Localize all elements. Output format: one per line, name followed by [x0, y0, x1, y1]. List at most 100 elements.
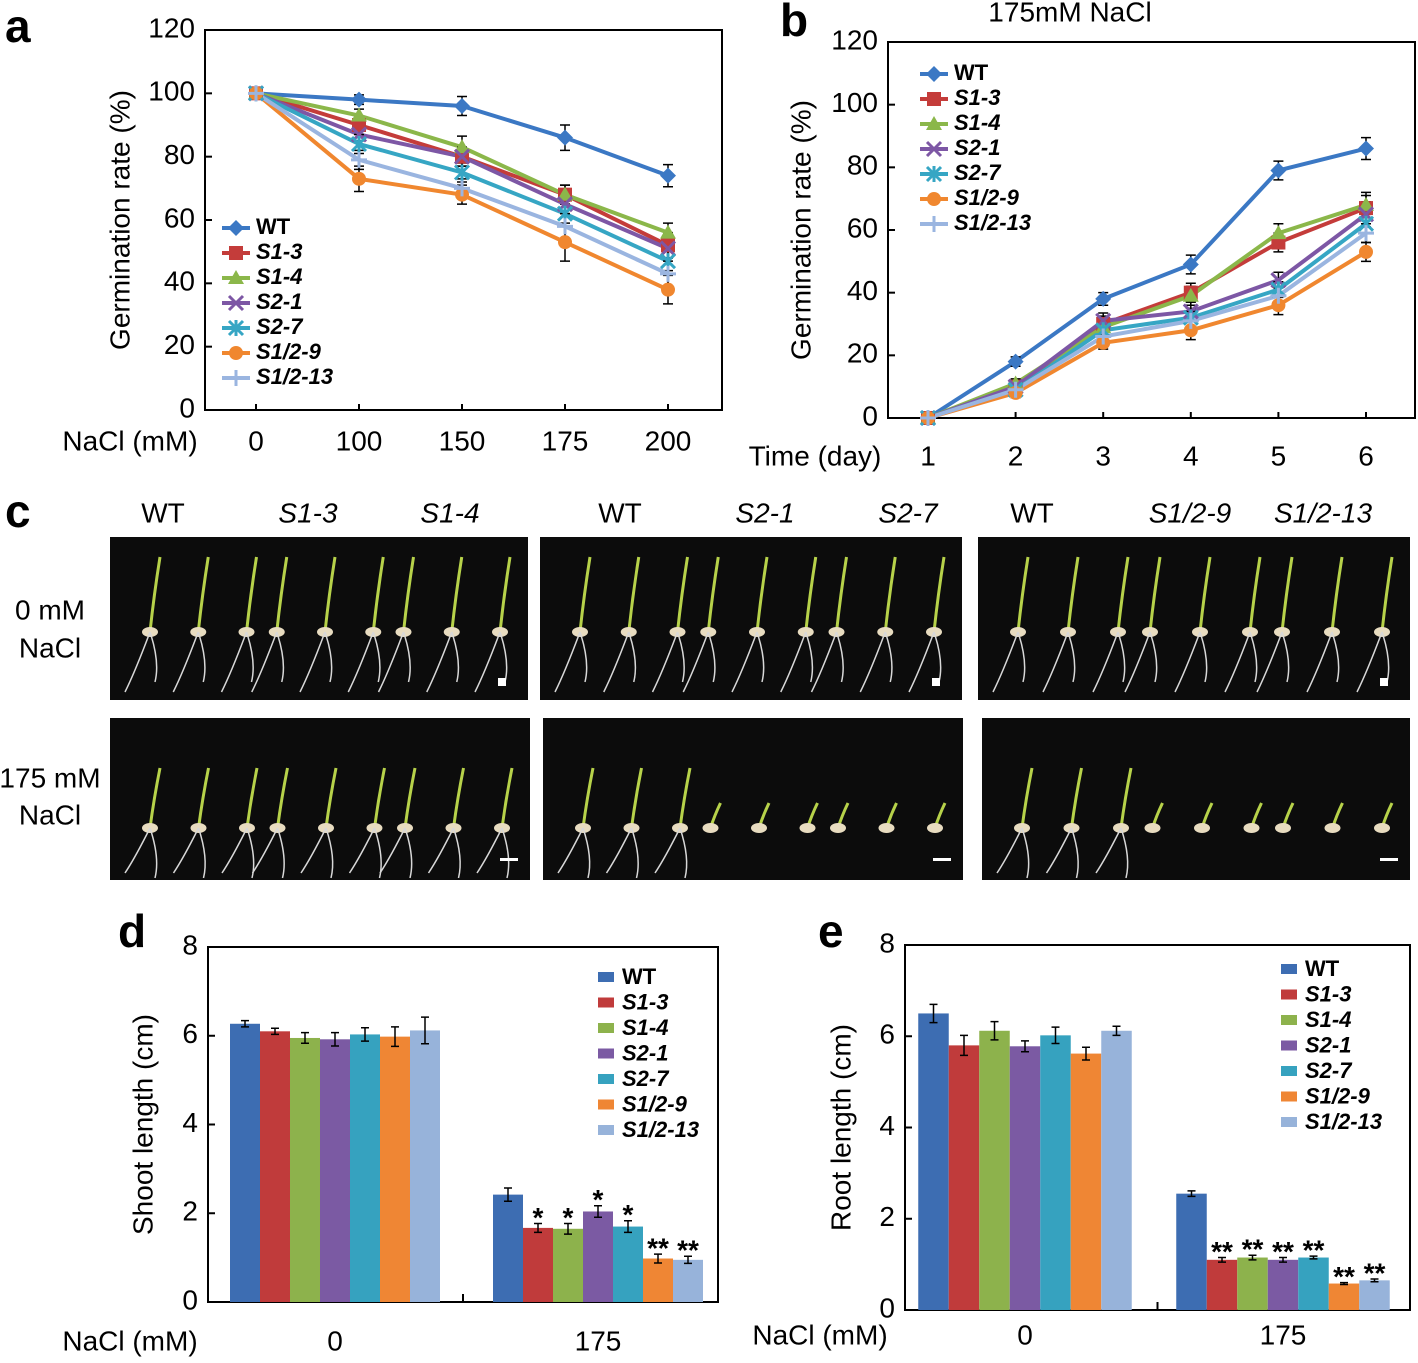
- x-tick-label: 4: [1183, 440, 1199, 471]
- error-bar: [241, 1019, 249, 1028]
- error-bar: [624, 1220, 632, 1234]
- seedling-shoot: [1380, 556, 1394, 633]
- y-axis-label: Germination rate (%): [785, 100, 816, 360]
- bar: [290, 1037, 320, 1302]
- legend-swatch: [1281, 964, 1297, 974]
- error-bar: [1279, 1256, 1287, 1263]
- bar: [523, 1227, 553, 1302]
- seedling-shoot: [324, 767, 338, 829]
- marker: [1358, 225, 1374, 242]
- seedling-root: [1095, 827, 1129, 879]
- legend-swatch: [598, 972, 614, 982]
- bar: [643, 1258, 673, 1302]
- panel-letter: b: [780, 0, 808, 46]
- y-axis-label: Germination rate (%): [104, 90, 135, 350]
- legend-label: S1-3: [622, 989, 668, 1014]
- x-axis-label: NaCl (mM): [752, 1319, 887, 1350]
- legend-label: S1-3: [1305, 981, 1351, 1006]
- x-tick-label: 150: [439, 425, 486, 456]
- y-tick-label: 80: [164, 139, 195, 170]
- y-tick-label: 120: [831, 24, 878, 55]
- bar: [320, 1039, 350, 1302]
- legend-label: S2-7: [1305, 1058, 1353, 1083]
- marker: [1358, 140, 1374, 157]
- error-bar: [929, 1003, 938, 1024]
- seedling-root: [348, 827, 382, 879]
- significance-mark: **: [677, 1235, 699, 1266]
- seedling-shoot: [883, 556, 897, 633]
- seed: [1144, 823, 1161, 833]
- marker: [352, 171, 366, 186]
- seedling-shoot: [706, 556, 720, 633]
- error-bar: [391, 1026, 399, 1048]
- marker: [926, 66, 942, 82]
- seedling-shoot: [196, 556, 210, 633]
- marker: [351, 107, 367, 122]
- error-bar: [1248, 1254, 1257, 1261]
- seedling-root: [300, 827, 334, 879]
- bar: [380, 1036, 410, 1302]
- seedling-shoot: [755, 556, 769, 633]
- seedling-root: [654, 827, 688, 879]
- seedling-root: [426, 631, 460, 693]
- legend-swatch: [598, 1074, 614, 1084]
- error-bar: [990, 1020, 999, 1041]
- y-tick-label: 100: [148, 76, 195, 107]
- bar: [918, 1013, 949, 1310]
- bar: [230, 1023, 260, 1302]
- y-tick-label: 60: [164, 202, 195, 233]
- y-tick-label: 4: [879, 1110, 895, 1141]
- marker: [660, 224, 676, 239]
- y-tick-label: 20: [847, 338, 878, 369]
- marker: [661, 238, 675, 253]
- marker: [453, 148, 471, 165]
- row-label: 175 mM: [0, 762, 101, 793]
- x-tick-label: 6: [1358, 440, 1374, 471]
- series-line: [927, 203, 1367, 420]
- seedling-root: [1256, 631, 1290, 693]
- bar: [1359, 1280, 1390, 1310]
- seedling-root: [992, 631, 1026, 693]
- x-tick-label: 3: [1095, 440, 1111, 471]
- seedling-shoot: [402, 556, 415, 633]
- seedling-root: [124, 631, 158, 693]
- marker: [558, 235, 572, 250]
- x-axis-label: Time (day): [749, 440, 882, 471]
- x-tick-label: 175: [1260, 1319, 1307, 1350]
- legend-label: S1/2-9: [622, 1091, 688, 1116]
- error-bar: [1021, 1040, 1029, 1053]
- legend-swatch: [598, 1125, 614, 1135]
- row-label: NaCl: [19, 632, 81, 663]
- seedling-root: [347, 631, 381, 693]
- marker: [453, 164, 471, 181]
- error-bar: [271, 1027, 279, 1036]
- seedling-shoot: [1330, 556, 1344, 633]
- legend-label: S2-1: [256, 289, 302, 314]
- column-label: S2-7: [878, 497, 939, 528]
- marker: [1183, 323, 1198, 338]
- y-tick-label: 2: [182, 1196, 198, 1227]
- photo: [543, 718, 963, 880]
- y-tick-label: 0: [182, 1284, 198, 1315]
- seedling-root: [859, 631, 893, 693]
- significance-mark: **: [1333, 1261, 1355, 1292]
- marker: [1182, 287, 1199, 302]
- column-label: WT: [598, 497, 642, 528]
- seedling-root: [682, 631, 716, 693]
- seedling-shoot: [1198, 556, 1212, 633]
- error-bar: [1112, 1025, 1121, 1037]
- bar: [1237, 1257, 1268, 1310]
- marker: [557, 218, 573, 235]
- marker: [557, 186, 573, 201]
- seedling-shoot: [581, 767, 595, 829]
- seedling-shoot: [452, 767, 465, 829]
- marker: [557, 129, 573, 146]
- seedling-root: [379, 827, 413, 879]
- marker: [228, 270, 244, 284]
- seedling-root: [780, 631, 814, 693]
- scale-bar: [932, 678, 940, 686]
- scale-bar: [1380, 678, 1388, 686]
- error-bar: [564, 1222, 572, 1235]
- column-label: WT: [1010, 497, 1054, 528]
- marker: [920, 410, 936, 426]
